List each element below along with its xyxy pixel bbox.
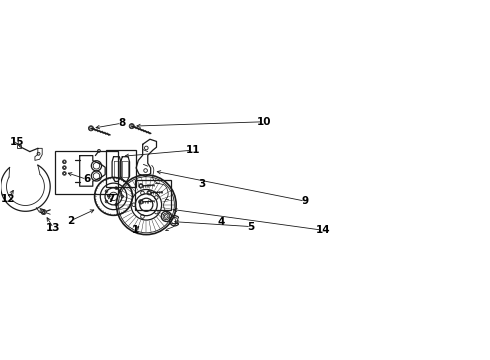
Text: 14: 14: [316, 225, 330, 235]
Text: 9: 9: [301, 196, 309, 206]
Bar: [106, 150, 136, 186]
Text: 15: 15: [10, 137, 24, 147]
Text: 11: 11: [186, 145, 200, 155]
Text: 5: 5: [247, 222, 255, 231]
Text: 3: 3: [199, 179, 206, 189]
Text: 2: 2: [67, 216, 74, 226]
Text: 7: 7: [108, 194, 115, 204]
Text: 1: 1: [132, 225, 139, 235]
Bar: [135, 180, 171, 210]
Bar: [17, 145, 21, 148]
Text: 13: 13: [46, 223, 61, 233]
Text: 8: 8: [118, 118, 125, 128]
Text: 12: 12: [0, 194, 15, 204]
Text: 4: 4: [218, 217, 225, 227]
Text: 10: 10: [257, 117, 271, 127]
Text: 6: 6: [83, 174, 90, 184]
Bar: [54, 151, 118, 194]
